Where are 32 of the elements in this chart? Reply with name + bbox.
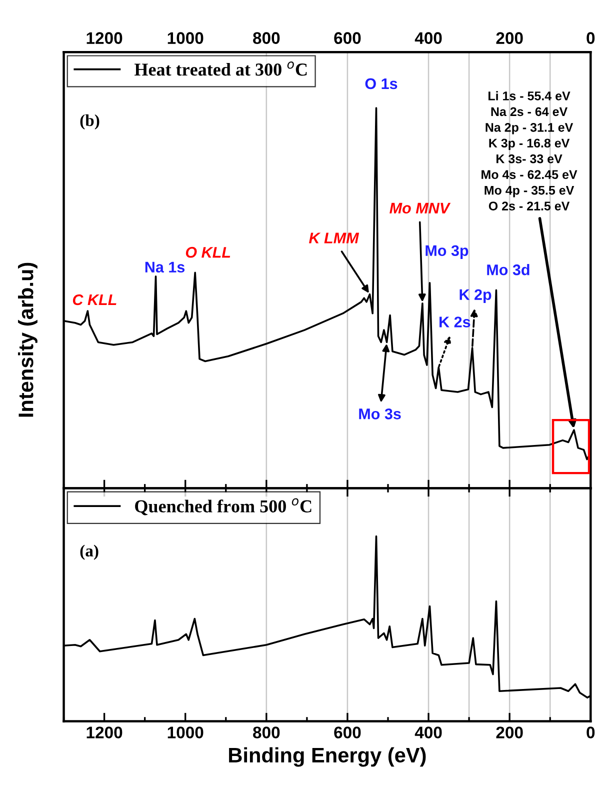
- x2-tick-label: 1200: [86, 32, 122, 44]
- annotation: Na 1s: [145, 262, 185, 273]
- annotation: K LMM: [309, 232, 360, 244]
- annotation: O 1s: [365, 78, 398, 90]
- y-axis-title: Intensity (arb.u): [18, 262, 38, 417]
- annotation: O KLL: [186, 246, 230, 258]
- x-tick-label: 0: [586, 726, 595, 738]
- x-tick-label: 1000: [168, 726, 204, 738]
- annotation: Li 1s - 55.4 eV Na 2s - 64 eV Na 2p - 31.1 eV K 3p - 16.8 eV K 3s- 33 eV Mo 4s - 62.45 eV Mo 4p - 35.5 eV O 2s - 21.5 eV: [482, 91, 578, 210]
- x2-tick-label: 1000: [168, 32, 204, 44]
- x-tick-label: 1200: [86, 726, 122, 738]
- x2-tick-label: 600: [334, 32, 361, 44]
- legend-label: Quenched from 500 $^{o}$C: [135, 498, 312, 516]
- annotation: K 2s: [440, 316, 470, 328]
- x-tick-label: 600: [334, 726, 361, 738]
- x2-tick-label: 0: [586, 32, 595, 44]
- x2-tick-label: 200: [496, 32, 523, 44]
- annotation: K 2p: [460, 289, 492, 304]
- annotation: (a): [80, 544, 98, 560]
- annotation: Mo 3d: [487, 264, 530, 276]
- x-tick-label: 800: [253, 726, 280, 738]
- annotation: Mo MNV: [390, 202, 451, 214]
- annotation: Mo 3s: [359, 408, 401, 420]
- x-axis-title: Binding Energy (eV): [229, 747, 426, 767]
- x-tick-label: 200: [496, 726, 523, 738]
- annotation: (b): [80, 114, 100, 130]
- legend-label: Heat treated at 300 $^{o}$C: [134, 62, 307, 76]
- annotation: Mo 3p: [426, 245, 468, 260]
- x2-tick-label: 400: [414, 32, 442, 44]
- annotation: C KLL: [72, 294, 116, 306]
- x-tick-label: 400: [414, 726, 442, 738]
- x2-tick-label: 800: [253, 32, 280, 44]
